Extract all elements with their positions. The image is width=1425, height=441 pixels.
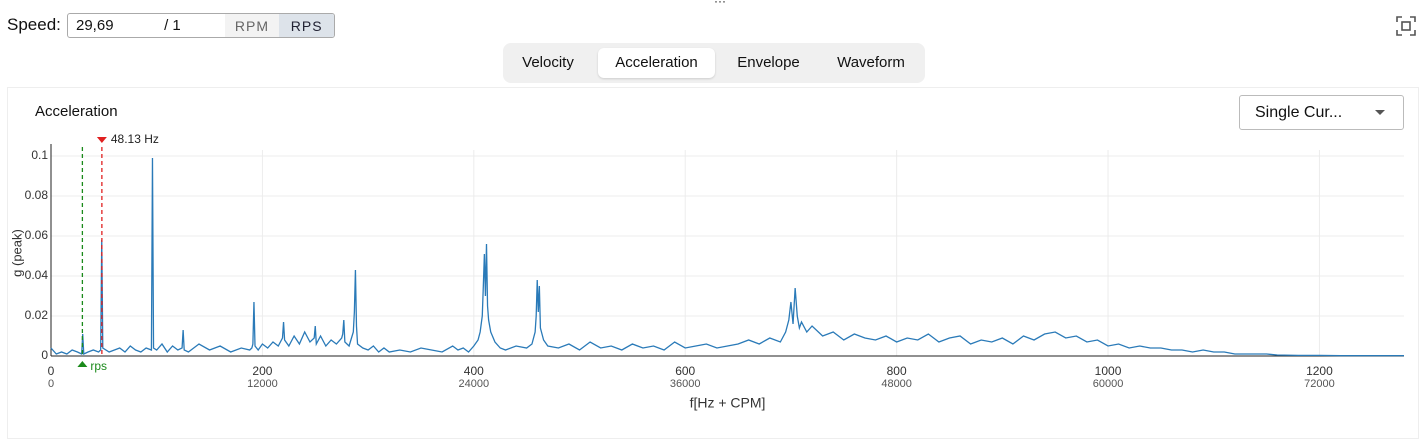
x-tick-label: 600 [675, 364, 695, 378]
tab[interactable]: Envelope [737, 54, 800, 71]
x2-tick-label: 48000 [881, 378, 912, 390]
y-tick-label: 0.04 [25, 268, 49, 282]
chart: Acceleration 0 0.02 0.04 0.06 0.08 0.1 0 200 400… [9, 103, 1404, 411]
x2-tick-label: 72000 [1304, 378, 1335, 390]
x-tick-label: 800 [887, 364, 907, 378]
x2-tick-label: 12000 [247, 378, 278, 390]
y-tick-label: 0.06 [25, 228, 49, 242]
drag-handle[interactable]: ··· [714, 0, 726, 8]
speed-divisor: / 1 [164, 17, 181, 34]
marker-triangle [77, 361, 88, 367]
speed-input[interactable]: 29,69 [76, 17, 114, 34]
marker-triangle [96, 137, 107, 143]
y-tick-label: 0.02 [25, 308, 49, 322]
fullscreen-icon[interactable] [1395, 15, 1417, 37]
chart-panel [7, 87, 1419, 439]
x2-tick-label: 36000 [670, 378, 701, 390]
x-tick-label: 400 [464, 364, 484, 378]
speed-field: 29,69 / 1 RPM RPS [67, 13, 335, 38]
dropdown-arrow [1375, 110, 1385, 115]
x2-tick-label: 0 [48, 378, 54, 390]
tab[interactable]: Acceleration [598, 48, 715, 78]
x-tick-label: 200 [252, 364, 272, 378]
y-tick-label: 0.1 [31, 148, 48, 162]
dropdown[interactable]: Single Cur... [1239, 95, 1404, 130]
x-tick-label: 1200 [1306, 364, 1333, 378]
unit-button[interactable]: RPS [279, 14, 334, 37]
tab[interactable]: Waveform [837, 54, 905, 71]
toolbar: Speed: 29,69 / 1 RPM RPS ··· [0, 0, 1425, 40]
x-axis-label: f[Hz + CPM] [690, 395, 766, 411]
x-tick-label: 1000 [1095, 364, 1122, 378]
x2-tick-label: 24000 [459, 378, 490, 390]
y-axis-label: g (peak) [9, 229, 24, 277]
dropdown-label: Single Cur... [1255, 104, 1343, 121]
speed-label: Speed: [7, 15, 61, 34]
y-tick-label: 0.08 [25, 188, 49, 202]
tab-bar: Velocity Acceleration Envelope Waveform [503, 43, 925, 83]
chart-title: Acceleration [35, 103, 118, 120]
x2-tick-label: 60000 [1093, 378, 1124, 390]
marker-label: 48.13 Hz [111, 132, 159, 146]
x-tick-label: 0 [48, 364, 55, 378]
unit-button[interactable]: RPM [224, 14, 280, 37]
y-tick-label: 0 [41, 348, 48, 362]
spectrum-line [50, 157, 1404, 357]
marker-label: rps [90, 359, 107, 373]
tab[interactable]: Velocity [522, 54, 574, 71]
